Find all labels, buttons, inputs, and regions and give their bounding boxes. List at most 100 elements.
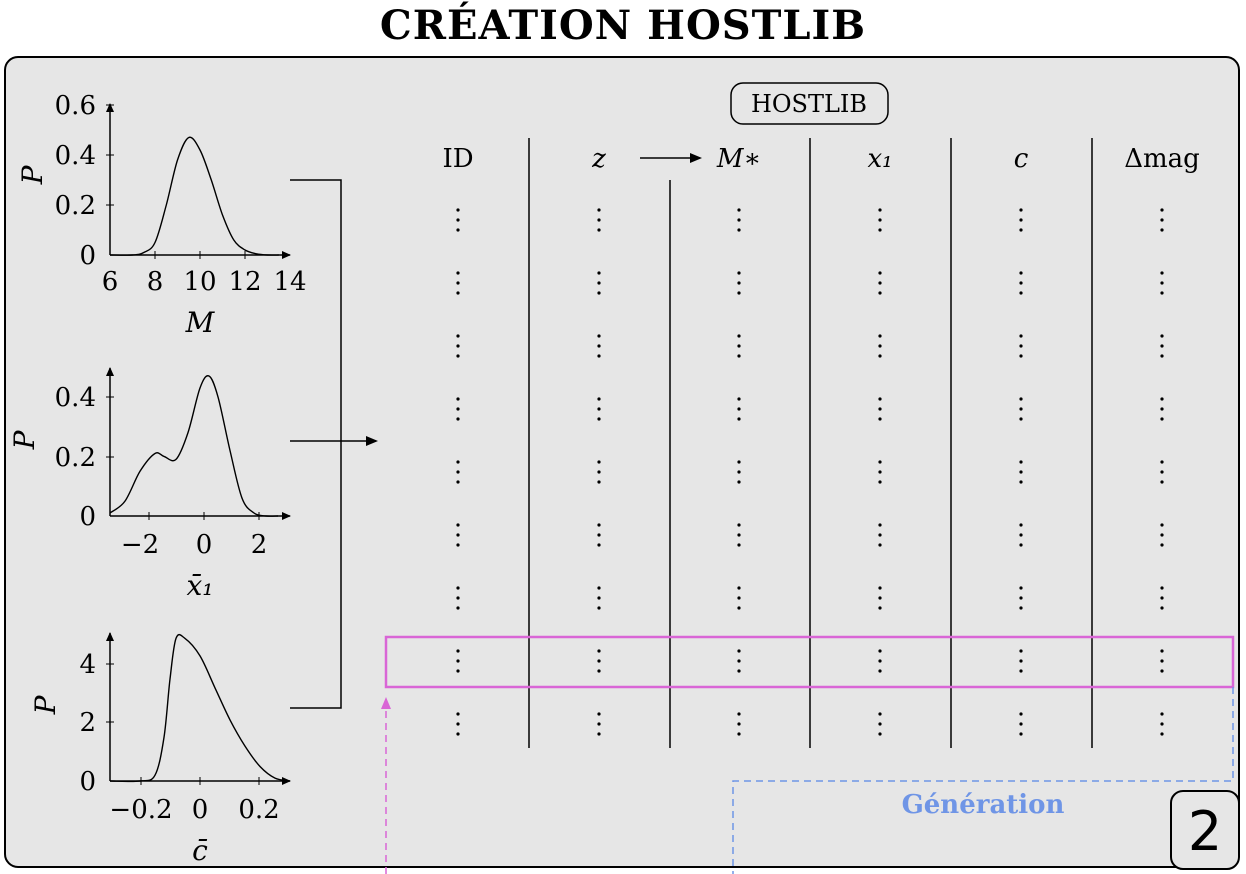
table-cell-ellipsis [737,460,741,484]
table-cell-ellipsis [456,208,460,232]
table-cell-ellipsis [1019,271,1023,295]
table-cell-ellipsis [597,586,601,610]
plot-m-ytick: 0.6 [55,91,96,121]
plot-c-ytick: 4 [79,650,96,680]
table-cell-ellipsis [456,586,460,610]
table-cell-ellipsis [597,649,601,673]
table-cell-ellipsis [597,523,601,547]
table-cell-ellipsis [737,271,741,295]
column-header-c: c [1014,144,1029,174]
table-cell-ellipsis [737,586,741,610]
plot-c-density-curve [109,633,291,783]
table-cell-ellipsis [737,334,741,358]
generation-path [732,687,1234,874]
plot-m: 0.6 0.4 0.2 0 6 8 10 12 14 M P [16,91,307,339]
table-cell-ellipsis [456,460,460,484]
table-cell-ellipsis [456,523,460,547]
table-cell-ellipsis [878,649,882,673]
plot-c-xtick: 0 [192,795,209,825]
plot-m-xtick: 14 [273,267,306,297]
table-cell-ellipsis [1019,712,1023,736]
table-cell-ellipsis [1160,649,1164,673]
table-cells [456,208,1164,736]
plot-m-ylabel: P [16,164,49,185]
column-header-mass: M∗ [716,144,761,174]
table-cell-ellipsis [878,586,882,610]
table-cell-ellipsis [1160,712,1164,736]
table-cell-ellipsis [878,712,882,736]
table-cell-ellipsis [1019,649,1023,673]
hostlib-table: ID z M∗ x₁ c Δmag [442,138,1200,748]
table-cell-ellipsis [456,271,460,295]
table-cell-ellipsis [456,712,460,736]
table-cell-ellipsis [456,334,460,358]
plot-x1-xtick: 0 [196,530,213,560]
table-cell-ellipsis [878,271,882,295]
table-cell-ellipsis [737,523,741,547]
column-header-dmag: Δmag [1124,144,1200,174]
plot-m-ytick: 0.2 [55,191,96,221]
table-cell-ellipsis [878,460,882,484]
plot-x1-xtick: 2 [251,530,268,560]
plot-x1-ytick: 0.4 [55,383,96,413]
plot-c-ylabel: P [29,694,62,715]
table-cell-ellipsis [1160,334,1164,358]
table-cell-ellipsis [1160,523,1164,547]
merge-bracket [290,179,342,709]
column-header-z: z [591,144,606,174]
table-cell-ellipsis [1160,460,1164,484]
highlighted-row [384,635,1235,689]
plot-c-xtick: 0.2 [238,795,279,825]
column-header-id: ID [442,144,473,174]
table-cell-ellipsis [878,523,882,547]
table-cell-ellipsis [878,397,882,421]
plot-m-density-curve [109,136,279,256]
generation-label: Génération [902,790,1065,820]
plot-m-xtick: 8 [147,267,164,297]
table-cell-ellipsis [597,334,601,358]
hostlib-badge-label: HOSTLIB [751,90,867,118]
page-title: CRÉATION HOSTLIB [379,2,867,49]
table-cell-ellipsis [1019,586,1023,610]
table-cell-ellipsis [597,208,601,232]
plot-c-xlabel: c̄ [192,834,208,867]
plot-m-ytick: 0 [79,241,96,271]
table-cell-ellipsis [1160,397,1164,421]
column-header-x1: x₁ [867,144,892,174]
table-cell-ellipsis [1019,208,1023,232]
step-number: 2 [1188,800,1222,863]
table-cell-ellipsis [1160,208,1164,232]
plot-c-ytick: 0 [79,767,96,797]
table-cell-ellipsis [1019,460,1023,484]
plot-x1-ytick: 0 [79,502,96,532]
plot-x1-density-curve [109,375,279,517]
table-cell-ellipsis [456,649,460,673]
table-cell-ellipsis [456,397,460,421]
plot-x1-xlabel: x̄₁ [186,569,213,602]
plot-x1-ylabel: P [8,429,41,450]
table-cell-ellipsis [1160,586,1164,610]
table-cell-ellipsis [1019,523,1023,547]
plot-m-xtick: 10 [183,267,216,297]
plot-c: 4 2 0 −0.2 0 0.2 c̄ P [29,632,291,867]
hostlib-badge: HOSTLIB [730,82,889,125]
plot-m-ytick: 0.4 [55,141,96,171]
plot-x1: 0.4 0.2 0 −2 0 2 x̄₁ P [8,367,291,602]
table-cell-ellipsis [878,208,882,232]
table-cell-ellipsis [1160,271,1164,295]
step-number-badge: 2 [1170,790,1240,870]
plot-x1-ytick: 0.2 [55,443,96,473]
table-cell-ellipsis [597,397,601,421]
plot-c-xtick: −0.2 [109,795,172,825]
table-cell-ellipsis [597,271,601,295]
plot-m-xtick: 6 [102,267,119,297]
table-cell-ellipsis [1019,397,1023,421]
plot-m-xlabel: M [185,306,216,339]
table-cell-ellipsis [737,397,741,421]
plot-m-xtick: 12 [228,267,261,297]
table-cell-ellipsis [737,208,741,232]
table-cell-ellipsis [597,460,601,484]
diagram-panel [4,56,1240,868]
plot-x1-xtick: −2 [121,530,159,560]
